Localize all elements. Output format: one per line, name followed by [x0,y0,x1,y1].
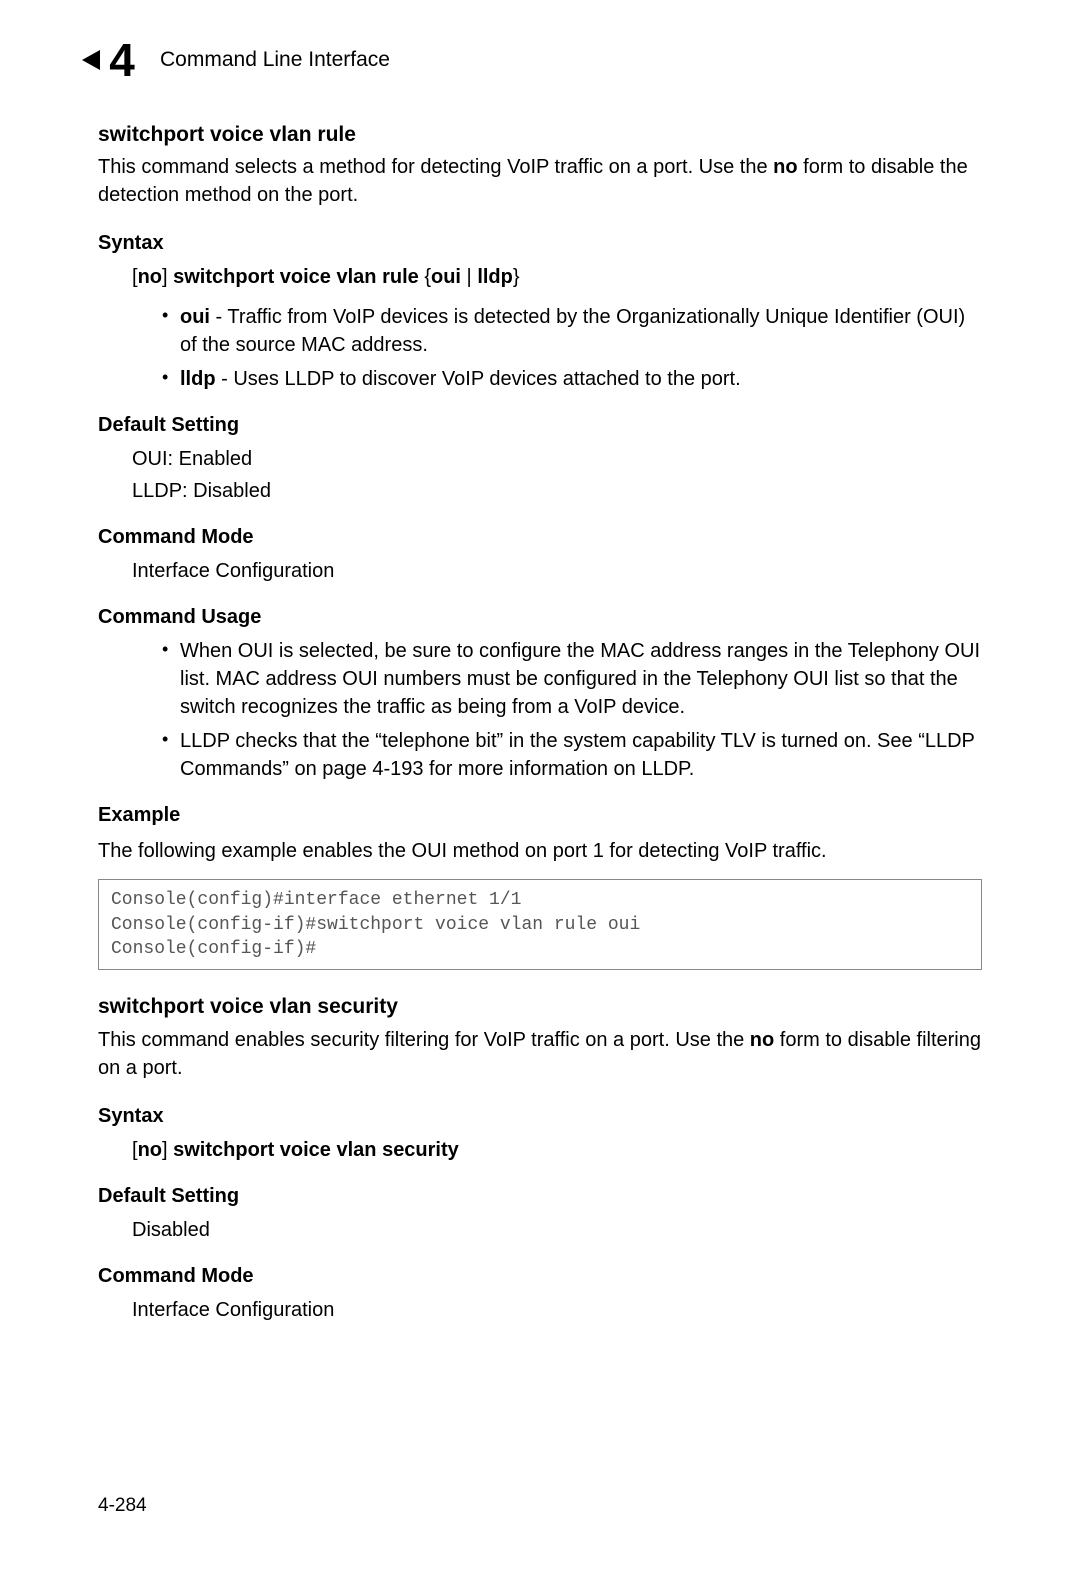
default-value: OUI: Enabled [132,445,982,473]
command-description: This command enables security filtering … [98,1026,982,1082]
syntax-line: [no] switchport voice vlan rule {oui | l… [132,263,982,291]
syntax-line: [no] switchport voice vlan security [132,1136,982,1164]
desc-text-pre: This command enables security filtering … [98,1029,750,1051]
page-number: 4-284 [98,1493,147,1520]
param-item: lldp - Uses LLDP to discover VoIP device… [162,365,982,393]
param-text: - Uses LLDP to discover VoIP devices att… [216,368,741,390]
usage-list: When OUI is selected, be sure to configu… [162,637,982,783]
syntax-cmd: switchport voice vlan rule [168,266,425,288]
param-list: oui - Traffic from VoIP devices is detec… [162,303,982,393]
syntax-opt1: oui [431,266,461,288]
mode-label: Command Mode [98,523,982,551]
usage-item: LLDP checks that the “telephone bit” in … [162,727,982,783]
default-label: Default Setting [98,411,982,439]
mode-value: Interface Configuration [132,1296,982,1324]
syntax-brace-close: } [513,266,520,288]
header-title: Command Line Interface [160,45,390,74]
syntax-cmd: switchport voice vlan security [168,1139,459,1161]
syntax-opt2: lldp [477,266,513,288]
default-label: Default Setting [98,1182,982,1210]
desc-text-pre: This command selects a method for detect… [98,156,773,178]
command-title: switchport voice vlan rule [98,120,982,149]
param-item: oui - Traffic from VoIP devices is detec… [162,303,982,359]
arrow-left-icon [82,50,100,70]
syntax-label: Syntax [98,1102,982,1130]
param-text: - Traffic from VoIP devices is detected … [180,306,965,356]
syntax-brace-open: { [424,266,431,288]
desc-bold: no [750,1029,774,1051]
example-intro: The following example enables the OUI me… [98,837,982,865]
desc-bold: no [773,156,797,178]
command-description: This command selects a method for detect… [98,153,982,209]
default-value: LLDP: Disabled [132,477,982,505]
code-block: Console(config)#interface ethernet 1/1 C… [98,879,982,970]
example-label: Example [98,801,982,829]
mode-value: Interface Configuration [132,557,982,585]
param-bold: oui [180,306,210,328]
syntax-pipe: | [461,266,477,288]
param-bold: lldp [180,368,216,390]
command-title: switchport voice vlan security [98,992,982,1021]
syntax-no: no [138,1139,162,1161]
syntax-no: no [138,266,162,288]
chapter-number: 4 [109,37,135,83]
page-header: 4 Command Line Interface [98,40,982,80]
chapter-icon: 4 [98,40,146,80]
usage-item: When OUI is selected, be sure to configu… [162,637,982,721]
usage-label: Command Usage [98,603,982,631]
default-value: Disabled [132,1216,982,1244]
mode-label: Command Mode [98,1262,982,1290]
syntax-label: Syntax [98,229,982,257]
